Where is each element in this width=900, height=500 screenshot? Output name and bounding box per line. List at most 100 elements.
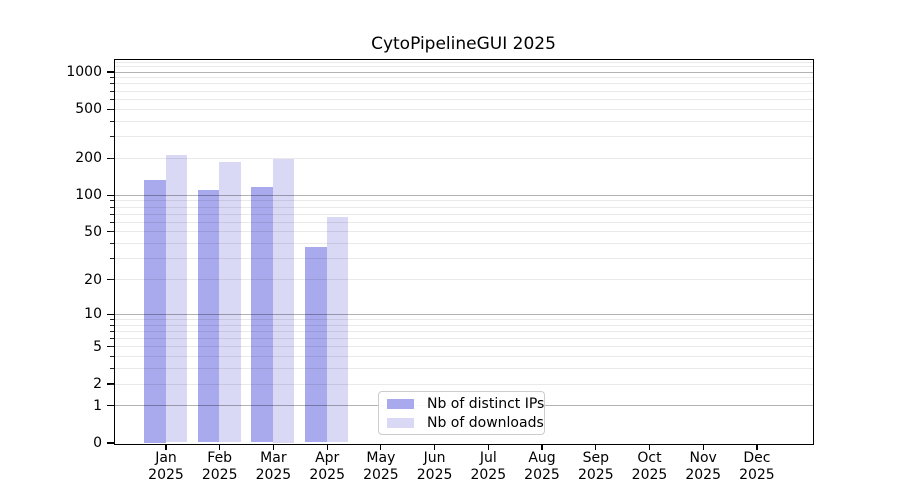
gridline-y-6 <box>114 338 813 339</box>
y-minor-tick-mark <box>110 83 114 85</box>
gridline-y-80 <box>114 206 813 208</box>
gridline-y-500 <box>114 108 813 110</box>
gridline-y-300 <box>114 136 813 137</box>
x-tick-mark-aug <box>541 444 543 450</box>
legend: Nb of distinct IPs Nb of downloads <box>378 391 545 435</box>
y-minor-tick-mark <box>110 108 114 110</box>
x-tick-mark-feb <box>219 444 221 450</box>
y-tick-label-10: 10 <box>84 306 102 323</box>
gridline-y-60 <box>114 221 813 223</box>
y-minor-tick-mark <box>110 324 114 326</box>
legend-swatch-distinct-ips <box>387 398 414 409</box>
y-minor-tick-mark <box>110 318 114 320</box>
gridline-y-5 <box>114 346 813 348</box>
y-minor-tick-mark <box>110 120 114 122</box>
plot-area <box>113 58 814 445</box>
gridline-y-20 <box>114 279 813 280</box>
gridline-y-800 <box>114 83 813 85</box>
y-minor-tick-mark <box>110 258 114 260</box>
bar-downloads-feb <box>219 162 241 443</box>
y-tick-mark <box>107 313 114 315</box>
legend-label-distinct-ips: Nb of distinct IPs <box>427 395 545 412</box>
y-minor-tick-mark <box>110 368 114 370</box>
y-tick-label-20: 20 <box>84 271 102 288</box>
chart-title: CytoPipelineGUI 2025 <box>371 34 556 54</box>
y-minor-tick-mark <box>110 383 114 385</box>
x-tick-label-jul: Jul 2025 <box>470 450 507 483</box>
gridline-y-100 <box>114 194 813 196</box>
bar-distinct-ips-jan <box>144 179 166 443</box>
gridline-y-900 <box>114 77 813 79</box>
y-tick-label-200: 200 <box>75 150 102 167</box>
y-minor-tick-mark <box>110 206 114 208</box>
gridline-y-3 <box>114 368 813 370</box>
x-tick-label-mar: Mar 2025 <box>255 450 292 483</box>
y-minor-tick-mark <box>110 221 114 223</box>
y-tick-label-2: 2 <box>93 376 102 392</box>
gridline-y-40 <box>114 243 813 245</box>
bar-downloads-mar <box>272 159 295 443</box>
gridline-y-1100 <box>114 66 813 68</box>
gridline-y-10 <box>114 313 813 315</box>
legend-item: Nb of downloads <box>387 415 544 431</box>
y-minor-tick-mark <box>110 356 114 358</box>
y-minor-tick-mark <box>110 98 114 100</box>
gridline-y-1200 <box>114 61 813 63</box>
y-minor-tick-mark <box>110 77 114 79</box>
gridline-y-8 <box>114 324 813 326</box>
x-tick-mark-may <box>380 444 382 450</box>
y-tick-label-100: 100 <box>75 187 102 204</box>
x-tick-label-dec: Dec 2025 <box>739 450 775 483</box>
x-tick-label-apr: Apr 2025 <box>309 450 345 483</box>
x-tick-mark-mar <box>272 444 275 450</box>
x-tick-label-sep: Sep 2025 <box>577 450 614 483</box>
gridline-y-700 <box>114 90 813 92</box>
y-tick-label-50: 50 <box>84 223 102 240</box>
x-tick-mark-nov <box>702 444 704 450</box>
y-tick-mark <box>107 71 114 73</box>
gridline-y-70 <box>114 213 813 215</box>
y-tick-label-1: 1 <box>93 397 102 414</box>
bar-downloads-apr <box>326 216 349 443</box>
x-tick-label-may: May 2025 <box>363 450 399 483</box>
legend-item: Nb of distinct IPs <box>387 396 544 412</box>
x-tick-label-nov: Nov 2025 <box>685 450 721 483</box>
legend-label-downloads: Nb of downloads <box>427 414 544 431</box>
x-tick-mark-jan <box>165 444 167 450</box>
x-tick-label-oct: Oct 2025 <box>631 450 668 483</box>
gridline-y-7 <box>114 330 813 332</box>
x-tick-mark-jul <box>487 444 489 450</box>
y-tick-label-500: 500 <box>75 101 102 118</box>
y-minor-tick-mark <box>110 338 114 339</box>
bar-distinct-ips-feb <box>197 189 220 443</box>
y-minor-tick-mark <box>110 157 114 159</box>
y-tick-mark <box>107 194 114 196</box>
y-minor-tick-mark <box>110 279 114 280</box>
gridline-y-90 <box>114 200 813 202</box>
x-tick-mark-apr <box>326 444 328 450</box>
gridline-y-600 <box>114 98 813 100</box>
y-minor-tick-mark <box>110 243 114 245</box>
gridline-y-400 <box>114 120 813 122</box>
x-tick-mark-sep <box>595 444 597 450</box>
y-tick-label-5: 5 <box>93 338 102 355</box>
gridline-y-9 <box>114 318 813 320</box>
y-tick-label-1000: 1000 <box>66 64 102 80</box>
x-tick-mark-dec <box>756 444 758 450</box>
gridline-y-50 <box>114 231 813 233</box>
gridline-y-4 <box>114 356 813 358</box>
bar-distinct-ips-apr <box>305 247 327 443</box>
bar-downloads-jan <box>165 154 187 443</box>
x-tick-label-jun: Jun 2025 <box>416 450 453 483</box>
gridline-y-200 <box>114 157 813 159</box>
y-minor-tick-mark <box>110 200 114 202</box>
y-tick-label-0: 0 <box>93 435 102 451</box>
x-tick-label-aug: Aug 2025 <box>524 450 560 483</box>
legend-swatch-downloads <box>387 417 414 428</box>
bar-distinct-ips-mar <box>251 187 273 443</box>
x-tick-mark-jun <box>434 444 436 450</box>
y-minor-tick-mark <box>110 231 114 233</box>
x-tick-label-feb: Feb 2025 <box>201 450 238 483</box>
y-minor-tick-mark <box>110 330 114 332</box>
gridline-y-30 <box>114 258 813 260</box>
